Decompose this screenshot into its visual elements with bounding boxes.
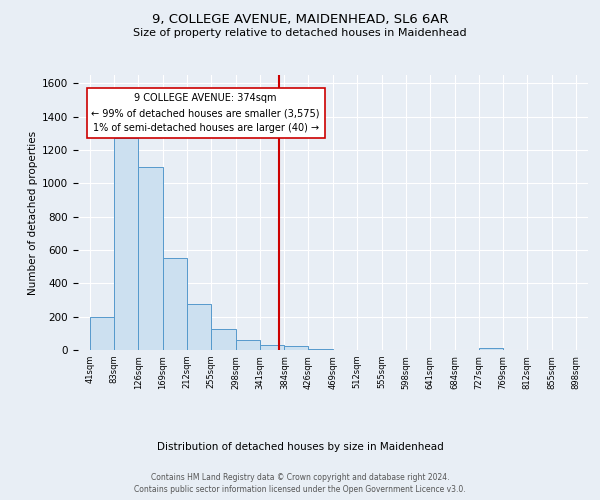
- Text: Distribution of detached houses by size in Maidenhead: Distribution of detached houses by size …: [157, 442, 443, 452]
- Bar: [236, 340, 260, 350]
- Bar: [284, 346, 308, 350]
- Text: Contains public sector information licensed under the Open Government Licence v3: Contains public sector information licen…: [134, 485, 466, 494]
- Bar: [260, 345, 284, 350]
- Bar: [163, 258, 187, 350]
- Bar: [114, 138, 138, 350]
- Bar: [308, 349, 333, 350]
- Text: Size of property relative to detached houses in Maidenhead: Size of property relative to detached ho…: [133, 28, 467, 38]
- Text: Contains HM Land Registry data © Crown copyright and database right 2024.: Contains HM Land Registry data © Crown c…: [151, 472, 449, 482]
- Y-axis label: Number of detached properties: Number of detached properties: [28, 130, 38, 294]
- Bar: [187, 304, 211, 350]
- Bar: [479, 348, 503, 350]
- Text: 9, COLLEGE AVENUE, MAIDENHEAD, SL6 6AR: 9, COLLEGE AVENUE, MAIDENHEAD, SL6 6AR: [152, 12, 448, 26]
- Bar: [211, 329, 236, 350]
- Bar: [138, 166, 163, 350]
- Bar: [90, 316, 114, 350]
- Text: 9 COLLEGE AVENUE: 374sqm
← 99% of detached houses are smaller (3,575)
1% of semi: 9 COLLEGE AVENUE: 374sqm ← 99% of detach…: [91, 94, 320, 133]
